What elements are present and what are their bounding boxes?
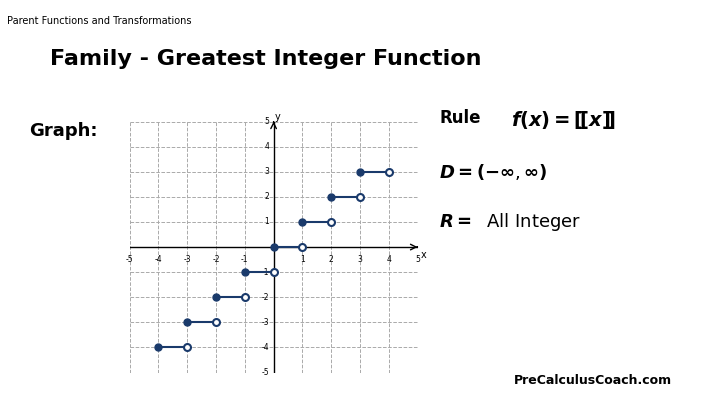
Text: -1: -1 bbox=[262, 268, 269, 277]
Text: -3: -3 bbox=[261, 318, 269, 327]
Text: 3: 3 bbox=[264, 167, 269, 176]
Text: $\boldsymbol{D = (-\infty, \infty)}$: $\boldsymbol{D = (-\infty, \infty)}$ bbox=[439, 162, 547, 182]
Text: f(x): f(x) bbox=[456, 375, 479, 386]
Text: $\boldsymbol{R = }$  All Integer: $\boldsymbol{R = }$ All Integer bbox=[439, 211, 581, 232]
Text: 5: 5 bbox=[415, 255, 420, 264]
Text: Parent Functions and Transformations: Parent Functions and Transformations bbox=[7, 16, 192, 26]
Text: x: x bbox=[420, 249, 426, 260]
Text: -5: -5 bbox=[126, 255, 133, 264]
Text: 1: 1 bbox=[264, 217, 269, 226]
Text: 4: 4 bbox=[264, 142, 269, 151]
Text: 1: 1 bbox=[300, 255, 305, 264]
Text: Graph:: Graph: bbox=[29, 122, 97, 139]
Text: -2: -2 bbox=[262, 293, 269, 302]
Text: Family - Greatest Integer Function: Family - Greatest Integer Function bbox=[50, 49, 482, 68]
Text: -4: -4 bbox=[155, 255, 162, 264]
Text: 5: 5 bbox=[264, 117, 269, 126]
Text: Rule: Rule bbox=[439, 109, 481, 127]
Text: 2: 2 bbox=[329, 255, 333, 264]
Text: -5: -5 bbox=[261, 368, 269, 377]
Text: $\boldsymbol{f(x) = [\![x]\!]}$: $\boldsymbol{f(x) = [\![x]\!]}$ bbox=[511, 109, 616, 131]
Text: -3: -3 bbox=[184, 255, 191, 264]
Text: 4: 4 bbox=[387, 255, 391, 264]
Text: 2: 2 bbox=[264, 192, 269, 201]
Text: 3: 3 bbox=[358, 255, 362, 264]
Text: PreCalculusCoach.com: PreCalculusCoach.com bbox=[514, 374, 672, 387]
Text: -4: -4 bbox=[261, 343, 269, 352]
Text: -1: -1 bbox=[241, 255, 248, 264]
Text: y: y bbox=[275, 111, 281, 122]
Text: -2: -2 bbox=[212, 255, 220, 264]
